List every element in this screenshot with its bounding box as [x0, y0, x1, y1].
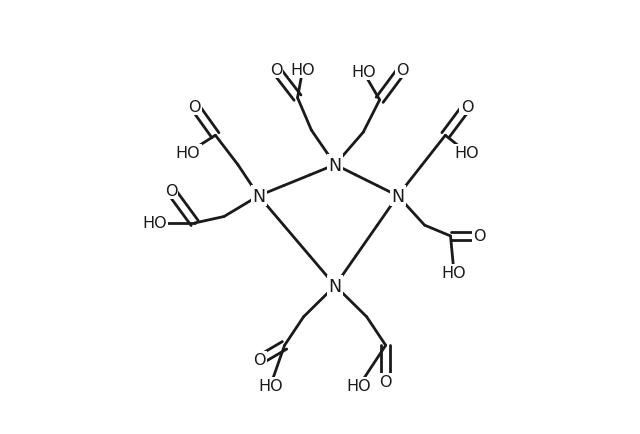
Text: O: O — [164, 184, 177, 199]
Text: O: O — [396, 63, 408, 78]
Text: HO: HO — [176, 146, 200, 161]
Text: O: O — [473, 229, 485, 244]
Text: HO: HO — [351, 65, 376, 80]
Text: N: N — [391, 187, 404, 205]
Text: HO: HO — [347, 378, 371, 394]
Text: N: N — [328, 277, 342, 295]
Text: O: O — [188, 99, 201, 115]
Text: HO: HO — [143, 216, 167, 231]
Text: N: N — [252, 187, 265, 205]
Text: HO: HO — [291, 63, 315, 78]
Text: O: O — [253, 353, 266, 368]
Text: N: N — [328, 156, 342, 174]
Text: HO: HO — [442, 266, 467, 280]
Text: O: O — [461, 99, 473, 115]
Text: O: O — [380, 374, 392, 389]
Text: HO: HO — [454, 146, 479, 161]
Text: HO: HO — [258, 378, 283, 394]
Text: O: O — [269, 63, 282, 78]
